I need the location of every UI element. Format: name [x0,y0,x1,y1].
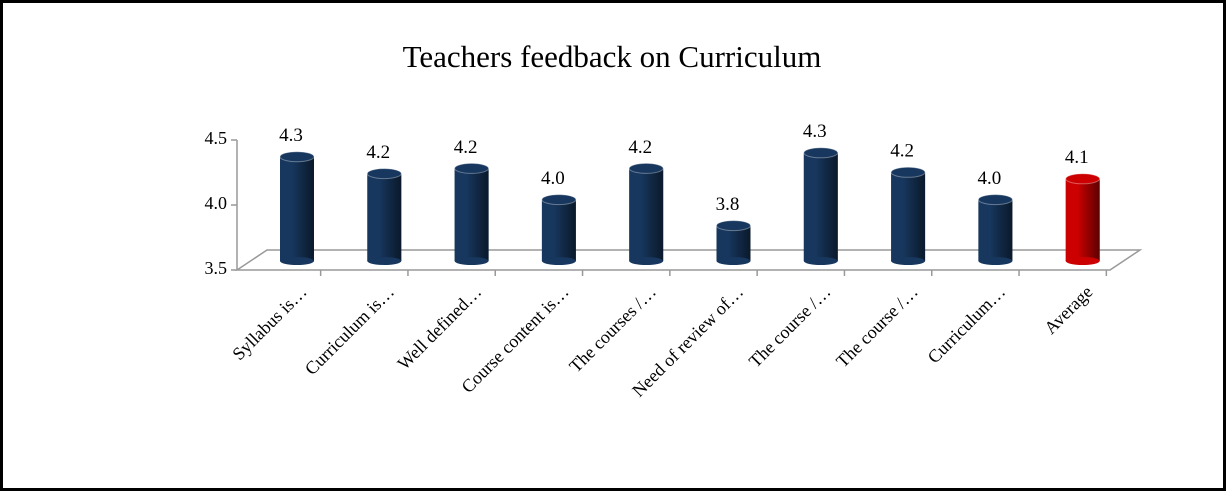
bar [454,162,490,265]
bar [890,166,926,265]
value-label: 4.2 [454,137,478,158]
y-tick-label: 3.5 [205,258,228,278]
bar [279,151,315,265]
value-label: 4.1 [1065,147,1089,168]
value-label: 4.0 [978,168,1002,189]
bar [628,162,664,265]
bar [366,168,402,265]
bar [716,220,751,265]
value-label: 4.2 [366,142,390,163]
bar [541,194,577,265]
bar [1065,173,1101,265]
bar [803,147,839,265]
value-label: 4.2 [628,137,652,158]
y-tick-label: 4.0 [205,193,228,213]
value-label: 4.0 [541,168,565,189]
value-label: 4.3 [803,121,827,142]
value-label: 4.2 [890,141,914,162]
y-tick-label: 4.5 [205,128,228,148]
bar [977,194,1013,265]
value-label: 3.8 [716,194,740,215]
value-label: 4.3 [279,125,303,146]
chart-title: Teachers feedback on Curriculum [403,39,822,74]
